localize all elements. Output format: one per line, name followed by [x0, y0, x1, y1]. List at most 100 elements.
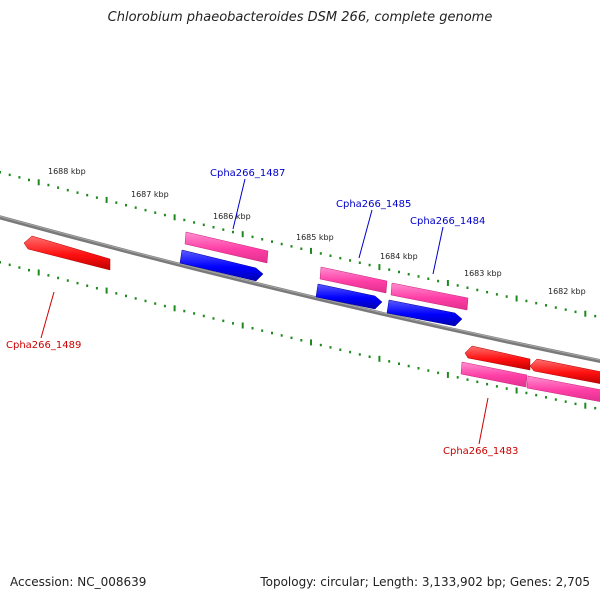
scale-tick-minor [407, 364, 410, 368]
scale-tick-minor [115, 292, 118, 295]
scale-label: 1686 kbp [213, 212, 251, 221]
scale-tick-minor [427, 277, 430, 280]
scale-tick-minor [407, 273, 410, 276]
gene-label-cpha266-1485[interactable]: Cpha266_1485 [336, 199, 411, 210]
gene-box-cpha266-1483[interactable] [460, 361, 528, 388]
scale-tick-minor [222, 228, 225, 231]
scale-tick-minor [144, 208, 147, 212]
scale-tick-minor [193, 312, 196, 315]
scale-tick-minor [212, 317, 215, 320]
scale-label: 1685 kbp [296, 233, 334, 242]
scale-tick-minor [261, 238, 264, 241]
scale-label: 1684 kbp [380, 252, 418, 261]
scale-tick-minor [95, 287, 98, 290]
scale-tick-minor [437, 371, 440, 375]
scale-tick-minor [125, 203, 127, 207]
scale-tick-minor [358, 353, 361, 356]
gene-box-cpha266-1487[interactable] [184, 231, 269, 264]
scale-tick-minor [574, 310, 577, 314]
scale-tick-minor [95, 196, 98, 199]
scale-tick-minor [368, 355, 371, 358]
gene-label-cpha266-1489[interactable]: Cpha266_1489 [6, 340, 81, 351]
scale-tick-minor [0, 261, 1, 264]
scale-tick-minor [251, 327, 254, 330]
scale-tick-minor [545, 304, 547, 307]
scale-tick-major [37, 179, 40, 186]
scale-tick-major [584, 310, 587, 317]
scale-tick-minor [202, 223, 205, 227]
scale-tick-minor [329, 346, 332, 349]
scale-tick-minor [261, 329, 264, 332]
scale-tick-major [584, 402, 587, 409]
scale-tick-minor [535, 301, 538, 305]
label-leader-line [478, 397, 489, 445]
scale-tick-minor [280, 242, 283, 246]
gene-feature-cpha266-1486[interactable] [179, 249, 264, 282]
scale-tick-minor [232, 230, 234, 234]
gene-box-cpha266-1485[interactable] [319, 266, 388, 294]
scale-tick-minor [388, 360, 391, 363]
scale-tick-major [173, 214, 176, 221]
scale-tick-major [378, 355, 381, 362]
scale-tick-major [310, 339, 312, 346]
scale-tick-minor [193, 221, 196, 224]
accession-value: NC_008639 [77, 575, 147, 589]
scale-tick-minor [76, 281, 79, 285]
gene-label-cpha266-1483[interactable]: Cpha266_1483 [443, 446, 518, 457]
accession-label: Accession: [10, 575, 74, 589]
scale-tick-minor [456, 284, 459, 287]
scale-tick-minor [319, 252, 322, 255]
scale-tick-minor [134, 206, 137, 209]
scale-tick-minor [545, 396, 547, 399]
length-value: 3,133,902 bp [421, 575, 502, 589]
scale-tick-minor [76, 191, 79, 194]
genome-backbone [0, 215, 600, 364]
scale-tick-minor [339, 348, 342, 351]
scale-tick-minor [319, 343, 322, 347]
gene-feature-cpha266-1482[interactable] [464, 345, 531, 371]
scale-tick-minor [476, 380, 479, 384]
scale-tick-minor [525, 299, 528, 303]
scale-tick-minor [86, 284, 89, 287]
scale-tick-minor [212, 226, 215, 229]
scale-tick-minor [57, 276, 60, 280]
scale-tick-minor [163, 304, 166, 308]
scale-tick-minor [47, 183, 50, 187]
scale-tick-minor [28, 268, 30, 272]
scale-tick-minor [271, 240, 273, 243]
label-leader-line [40, 291, 55, 339]
gene-feature-cpha266-1484-reverse[interactable] [386, 299, 463, 327]
scale-tick-minor [154, 302, 157, 305]
gene-feature-cpha266-1489[interactable] [23, 235, 111, 271]
scale-tick-minor [358, 261, 361, 264]
scale-tick-minor [564, 400, 567, 403]
gene-box-cpha266-1484[interactable] [390, 282, 469, 311]
scale-tick-minor [505, 387, 508, 390]
scale-tick-minor [398, 362, 400, 365]
scale-label: 1682 kbp [548, 287, 586, 296]
scale-tick-major [241, 231, 244, 238]
scale-tick-minor [125, 294, 127, 298]
scale-tick-minor [300, 247, 303, 250]
scale-tick-minor [427, 369, 430, 372]
scale-tick-minor [476, 288, 479, 292]
gene-feature-cpha266-1485-reverse[interactable] [315, 283, 383, 310]
scale-tick-minor [280, 334, 283, 337]
scale-tick-minor [271, 331, 273, 335]
gene-label-cpha266-1487[interactable]: Cpha266_1487 [210, 168, 285, 179]
scale-tick-minor [18, 266, 21, 269]
gene-label-cpha266-1484[interactable]: Cpha266_1484 [410, 216, 485, 227]
label-leader-line [432, 226, 444, 275]
gene-box-right-edge[interactable] [526, 375, 600, 402]
scale-tick-major [241, 322, 244, 329]
scale-tick-major [105, 287, 108, 294]
scale-tick-minor [290, 245, 293, 248]
scale-tick-minor [300, 339, 303, 342]
scale-tick-minor [554, 306, 557, 309]
genome-summary: Topology: circular; Length: 3,133,902 bp… [260, 575, 590, 589]
genes-value: 2,705 [555, 575, 590, 589]
gene-feature-cpha266-1481[interactable] [529, 358, 600, 384]
label-leader-line [358, 209, 373, 259]
scale-tick-minor [222, 319, 225, 323]
